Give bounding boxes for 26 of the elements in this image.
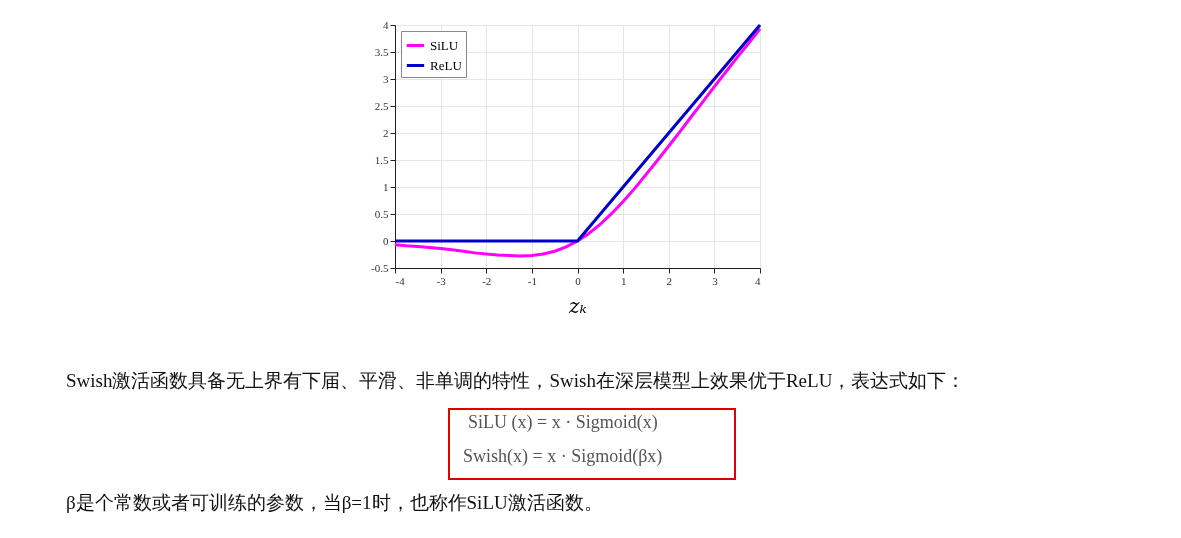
text: SiLU (x) = x · Sigmoid(x) xyxy=(468,412,658,433)
x-tick-label: 0 xyxy=(575,274,582,287)
y-tick-label: 1.5 xyxy=(374,153,389,166)
x-tick-label: 3 xyxy=(712,274,719,287)
y-tick-label: 3 xyxy=(383,72,389,85)
x-tick-label: -4 xyxy=(395,274,406,287)
y-tick-label: 4 xyxy=(383,18,389,31)
y-tick-label: 1 xyxy=(383,180,389,193)
legend-label: SiLU xyxy=(430,37,459,53)
x-tick-label: 1 xyxy=(620,274,627,287)
x-tick-label: 2 xyxy=(666,274,672,287)
y-tick-label: 2.5 xyxy=(374,99,389,112)
x-tick-label: -1 xyxy=(527,274,537,287)
text: β是个常数或者可训练的参数，当β=1时，也称作SiLU激活函数。 xyxy=(66,491,603,515)
x-tick-label: 4 xyxy=(755,274,761,287)
text: Swish激活函数具备无上界有下届、平滑、非单调的特性，Swish在深层模型上效果优于ReLU，表达式如下： xyxy=(66,369,966,393)
y-tick-label: 0.5 xyxy=(374,207,389,220)
y-tick-label: 2 xyxy=(383,126,389,139)
x-tick-label: -2 xyxy=(482,274,492,287)
legend-label: ReLU xyxy=(430,57,463,73)
x-tick-label: -3 xyxy=(436,274,447,287)
x-axis-title: zₖ xyxy=(568,293,587,318)
text: Swish(x) = x · Sigmoid(βx) xyxy=(463,446,663,467)
y-tick-label: 0 xyxy=(383,234,389,247)
y-tick-label: 3.5 xyxy=(374,45,389,58)
y-tick-label: -0.5 xyxy=(371,261,389,274)
